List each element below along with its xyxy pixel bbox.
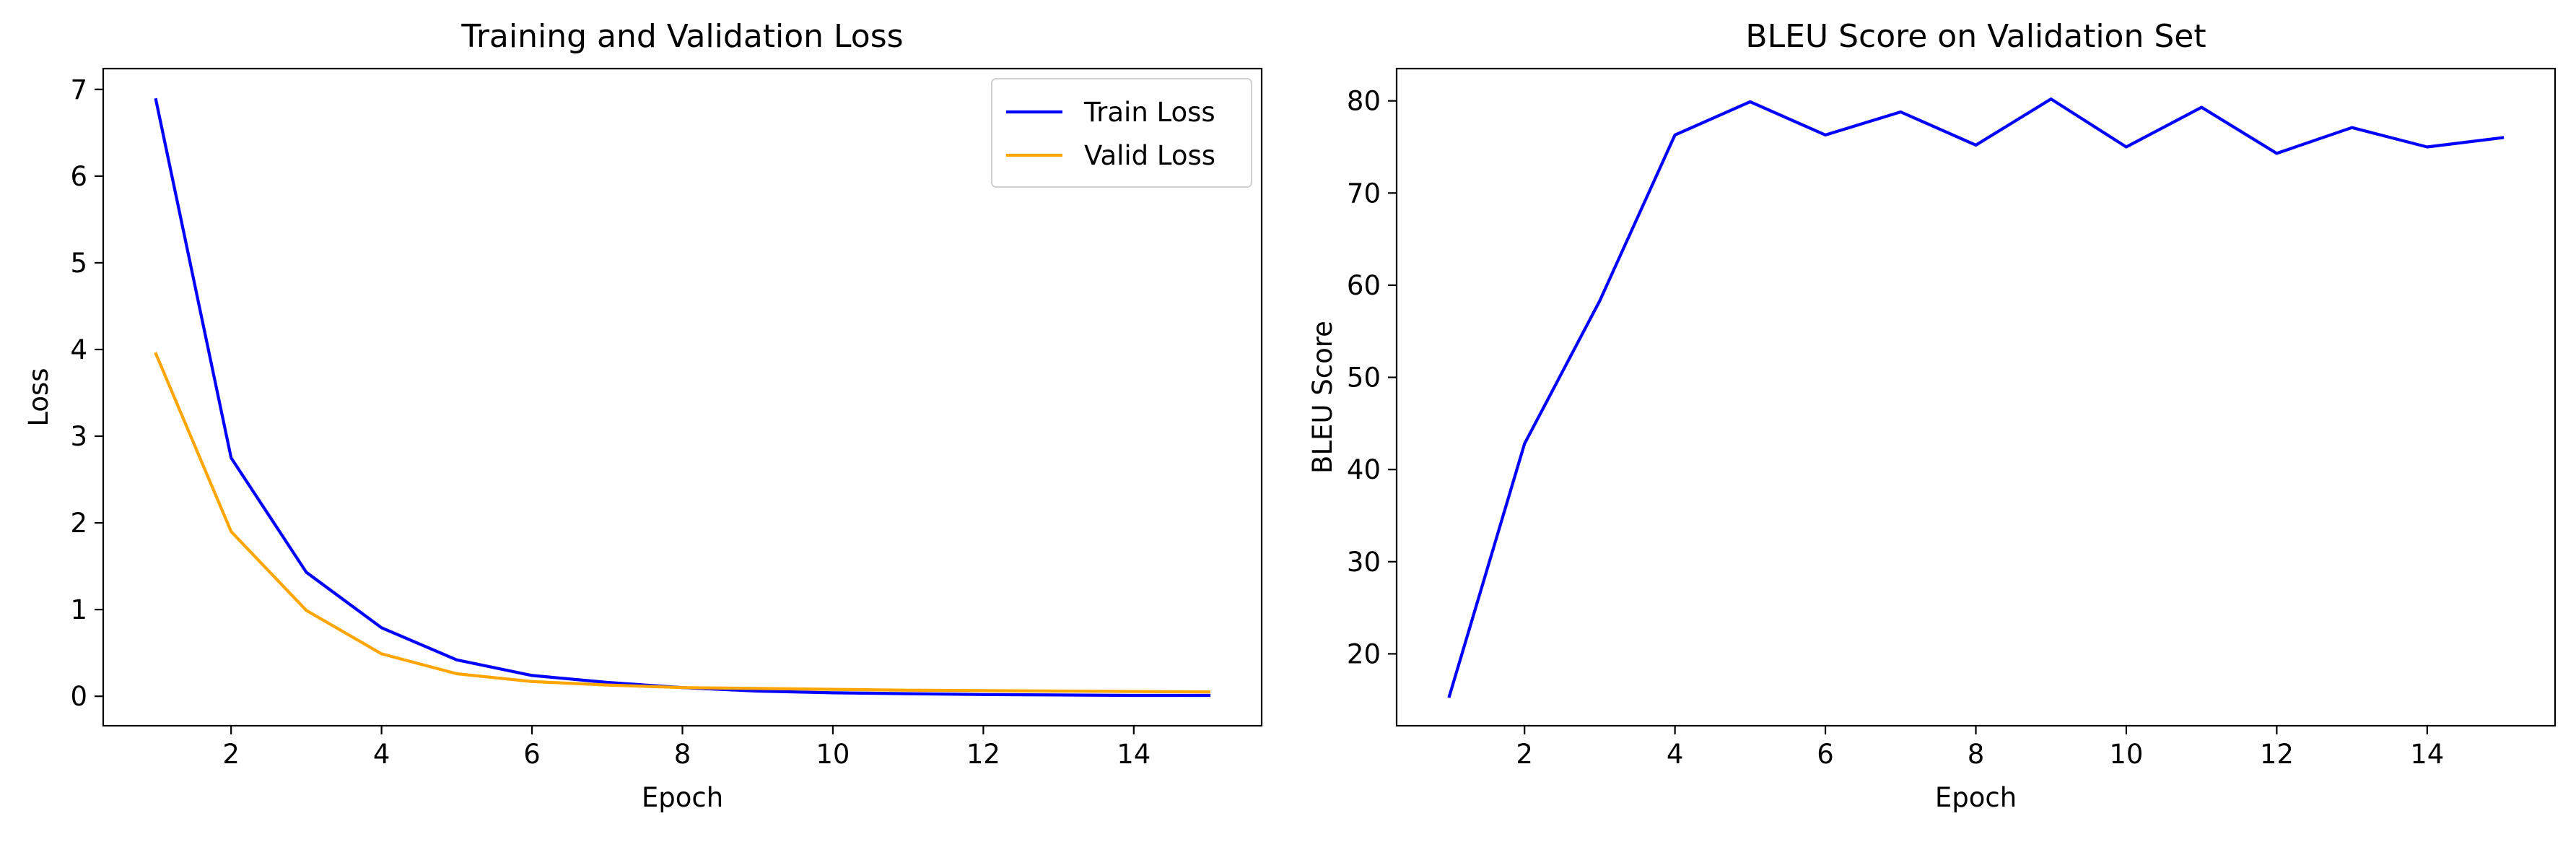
- x-axis-label: Epoch: [1935, 782, 2017, 813]
- series-line-2-1: [1447, 97, 2505, 698]
- series-line-1-2: [154, 352, 1211, 694]
- y-tick-label: 70: [1347, 178, 1381, 209]
- axes-frame: [1395, 67, 2557, 727]
- x-tick-label: 4: [1667, 739, 1684, 770]
- legend-entry: Train Loss: [1083, 97, 1215, 128]
- y-axis-label: BLEU Score: [1307, 321, 1338, 474]
- y-tick-label: 5: [70, 248, 87, 279]
- x-tick-label: 14: [1117, 739, 1151, 770]
- y-tick-label: 2: [70, 508, 87, 539]
- y-tick-label: 60: [1347, 270, 1381, 301]
- x-tick-label: 12: [2260, 739, 2294, 770]
- y-tick-label: 40: [1347, 454, 1381, 485]
- y-tick-label: 6: [70, 161, 87, 192]
- chart-title: Training and Validation Loss: [460, 18, 903, 55]
- y-tick-label: 20: [1347, 638, 1381, 669]
- chart-panel-2: 2 4 6 8 10 12 14 20 30 40 50 60 70 80 BLEU Score on Va…: [1307, 18, 2557, 813]
- y-axis-label: Loss: [23, 368, 54, 426]
- x-tick-label: 2: [222, 739, 240, 770]
- series-line-1-1: [154, 97, 1211, 698]
- y-tick-label: 1: [70, 594, 87, 625]
- y-tick-label: 80: [1347, 86, 1381, 117]
- y-tick-label: 4: [70, 334, 87, 365]
- x-tick-label: 10: [2109, 739, 2143, 770]
- x-tick-label: 12: [966, 739, 1000, 770]
- x-tick-label: 2: [1516, 739, 1533, 770]
- x-tick-label: 6: [523, 739, 541, 770]
- chart-title: BLEU Score on Validation Set: [1745, 18, 2206, 55]
- y-tick-label: 50: [1347, 363, 1381, 394]
- y-tick-label: 3: [70, 421, 87, 452]
- x-tick-label: 4: [373, 739, 390, 770]
- y-tick-label: 0: [70, 681, 87, 712]
- legend-entry: Valid Loss: [1084, 140, 1215, 171]
- y-tick-label: 30: [1347, 547, 1381, 578]
- x-tick-label: 14: [2410, 739, 2444, 770]
- legend-box: [991, 78, 1252, 188]
- x-axis-label: Epoch: [642, 782, 723, 813]
- x-tick-label: 8: [1968, 739, 1985, 770]
- x-tick-label: 8: [674, 739, 691, 770]
- x-tick-label: 6: [1817, 739, 1834, 770]
- y-tick-label: 7: [70, 74, 87, 105]
- x-tick-label: 10: [816, 739, 850, 770]
